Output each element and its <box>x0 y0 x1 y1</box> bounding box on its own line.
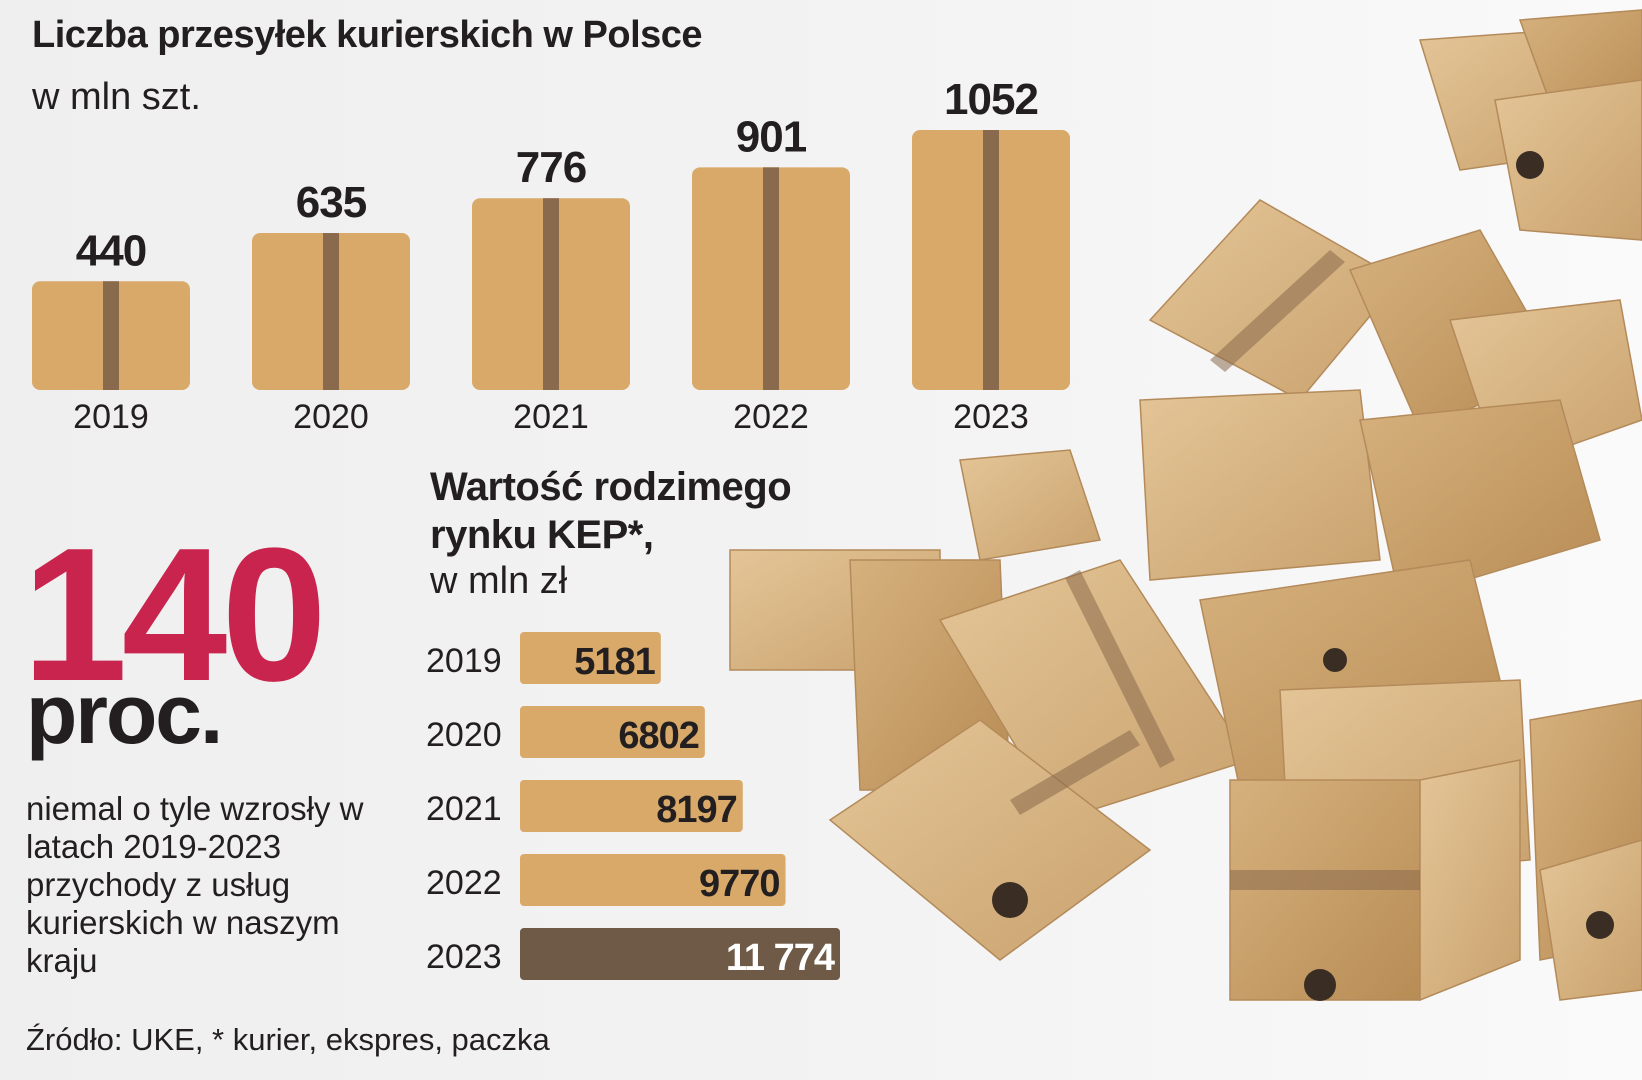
source-note: Źródło: UKE, * kurier, ekspres, paczka <box>26 1022 550 1057</box>
hbar-2019 <box>520 632 661 684</box>
hbar-label-2019: 5181 <box>574 641 655 683</box>
chart2-title: Wartość rodzimego rynku KEP*, <box>430 465 792 557</box>
bar-tape-2023 <box>983 130 999 390</box>
hbar-2022 <box>520 854 786 906</box>
y-tick-2022: 2022 <box>426 864 502 902</box>
bar-tape-2021 <box>543 198 559 390</box>
chart1-title: Liczba przesyłek kurierskich w Polsce <box>32 14 703 56</box>
y-tick-2021: 2021 <box>426 790 502 828</box>
hbar-label-2020: 6802 <box>618 715 699 757</box>
bar-tape-2019 <box>103 281 119 390</box>
chart1-unit: w mln szt. <box>32 76 201 118</box>
x-tick-2022: 2022 <box>733 398 809 436</box>
highlight-percent: 140 <box>22 509 327 721</box>
data-label-2020: 635 <box>296 178 367 227</box>
x-tick-2023: 2023 <box>953 398 1029 436</box>
tape-strips <box>1010 250 1420 890</box>
recycle-marks <box>992 151 1614 1001</box>
hbar-2020 <box>520 706 705 758</box>
y-tick-2023: 2023 <box>426 938 502 976</box>
x-tick-2021: 2021 <box>513 398 589 436</box>
highlight-unit: proc. <box>26 667 223 761</box>
highlight-description: niemal o tyle wzrosły w latach 2019-2023… <box>26 790 364 979</box>
data-label-2021: 776 <box>516 143 586 192</box>
x-tick-2020: 2020 <box>293 398 369 436</box>
hbar-2023 <box>520 928 840 980</box>
hbar-label-2023: 11 774 <box>726 937 835 979</box>
chart2-unit: w mln zł <box>430 560 568 602</box>
x-tick-2019: 2019 <box>73 398 149 436</box>
y-tick-2020: 2020 <box>426 716 502 754</box>
bar-tape-2022 <box>763 167 779 390</box>
y-tick-2019: 2019 <box>426 642 502 680</box>
hbar-label-2021: 8197 <box>656 789 737 831</box>
hbar-label-2022: 9770 <box>699 863 780 905</box>
data-label-2023: 1052 <box>944 75 1038 124</box>
data-label-2019: 440 <box>76 226 146 275</box>
data-label-2022: 901 <box>736 112 807 161</box>
hbar-2021 <box>520 780 743 832</box>
bar-tape-2020 <box>323 233 339 390</box>
